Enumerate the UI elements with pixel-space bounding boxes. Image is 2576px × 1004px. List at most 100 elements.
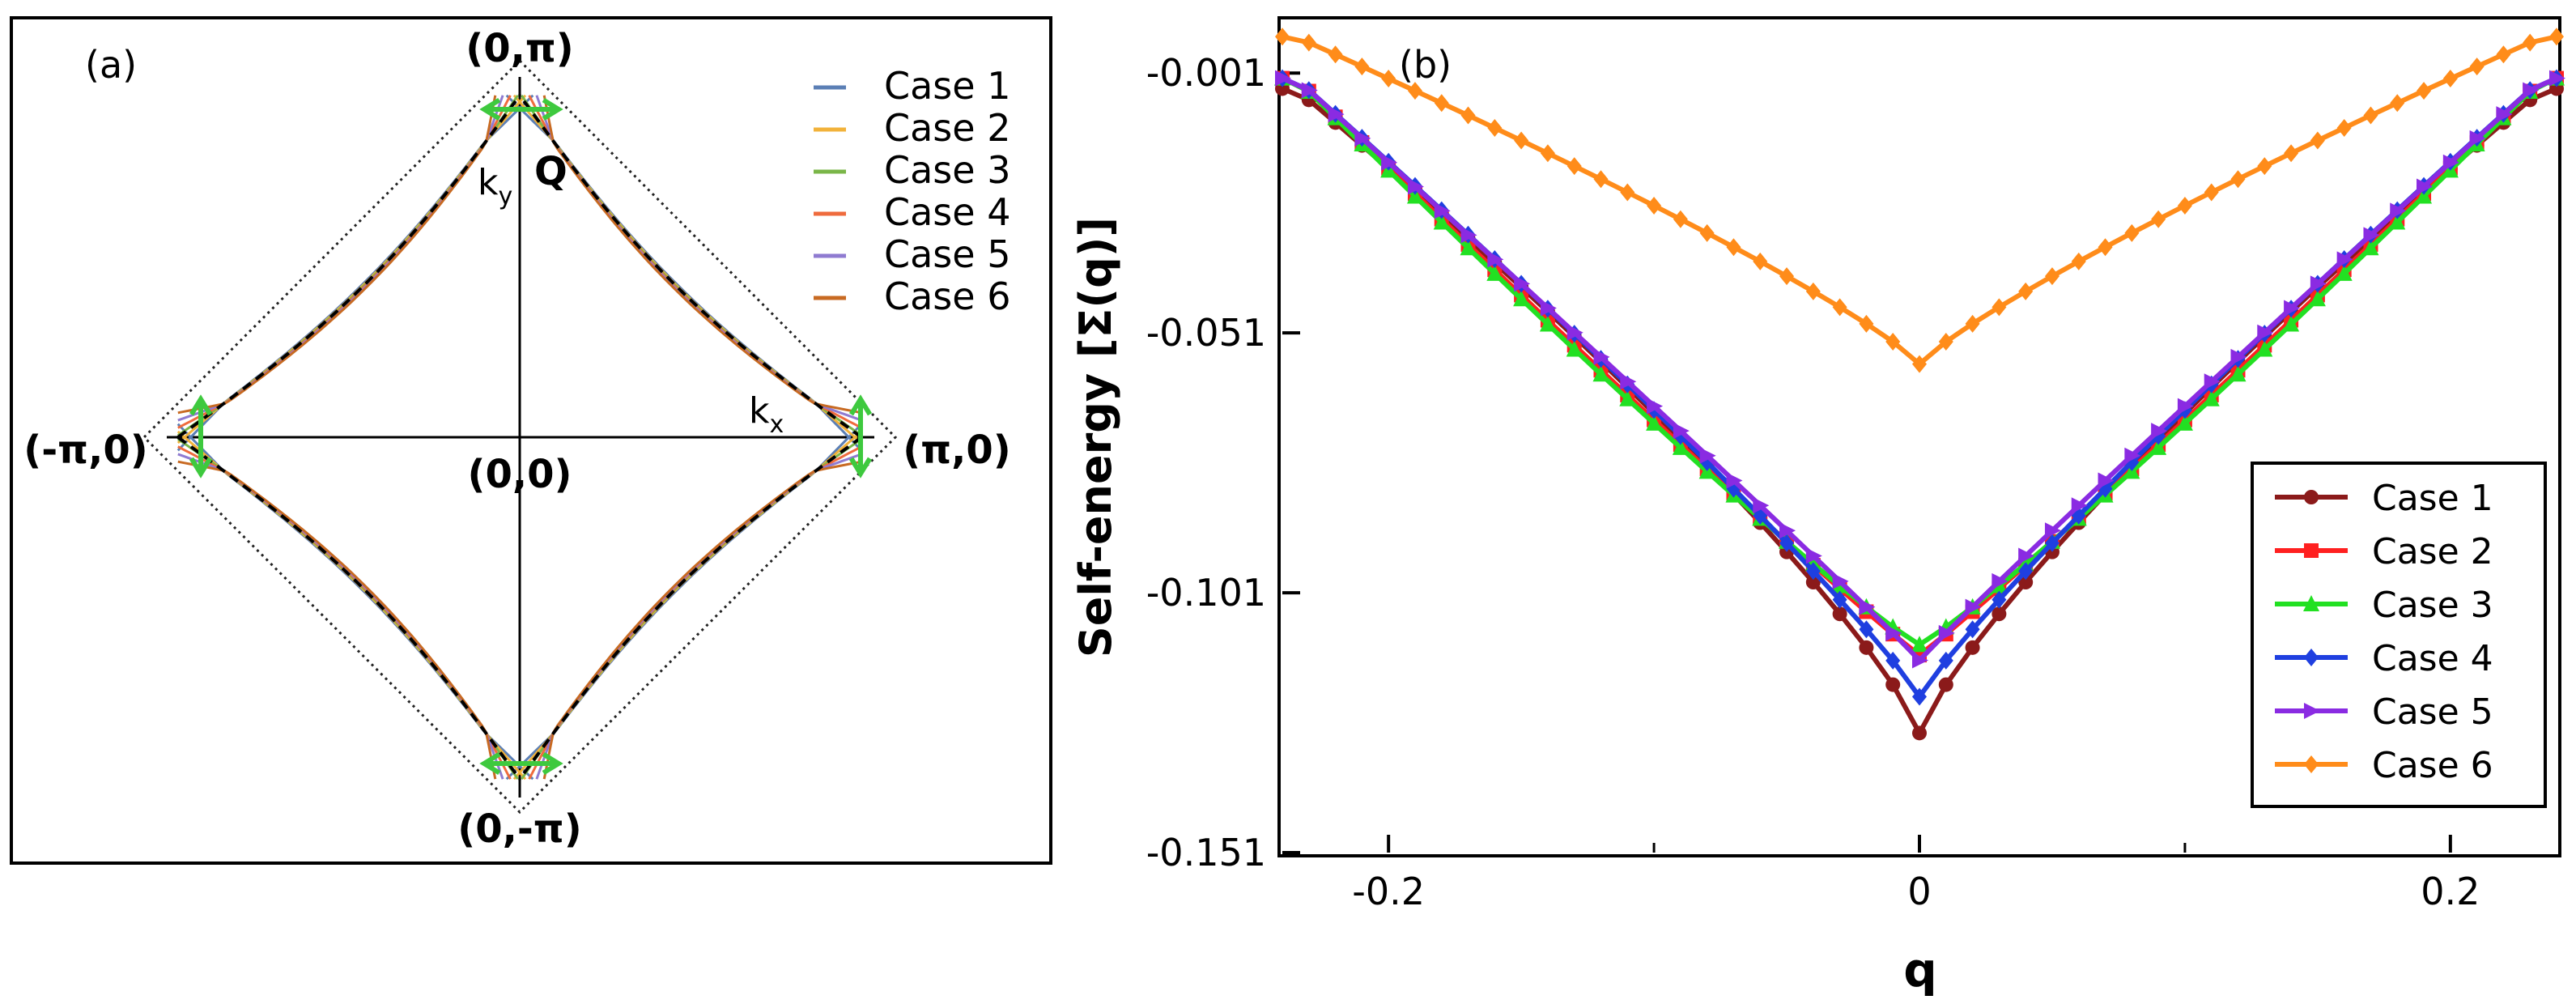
point-case-3-12 (1592, 365, 1609, 382)
reference-curve-quadrant-3 (176, 436, 521, 781)
point-case-1-22 (1859, 640, 1874, 655)
point-case-5-29 (2044, 522, 2061, 539)
point-case-5-30 (2071, 497, 2088, 514)
point-case-5-37 (2257, 324, 2274, 341)
point-case-4-22 (1859, 620, 1874, 639)
point-case-5-33 (2151, 423, 2168, 440)
point-case-6-39 (2310, 131, 2325, 150)
point-case-6-3 (1354, 57, 1370, 76)
point-case-3-40 (2336, 264, 2353, 281)
point-case-3-10 (1539, 315, 1556, 332)
point-case-6-42 (2390, 94, 2405, 113)
point-case-6-18 (1753, 252, 1768, 270)
point-case-3-36 (2230, 365, 2247, 382)
point-case-6-45 (2469, 57, 2485, 76)
point-case-4-23 (1885, 651, 1901, 670)
point-case-5-27 (1992, 572, 2009, 589)
point-case-5-22 (1859, 598, 1876, 615)
legend-b-label-case-5: Case 5 (2372, 691, 2493, 733)
x-tick-label-2: 0.2 (2421, 870, 2480, 913)
panel-b-xlabel: q (1903, 942, 1937, 998)
point-case-3-6 (1433, 213, 1450, 230)
point-case-6-0 (1275, 28, 1290, 46)
point-case-6-37 (2257, 157, 2272, 176)
point-case-1-26 (1965, 640, 1980, 655)
point-case-1-21 (1832, 606, 1847, 622)
legend-a-label-case-3: Case 3 (884, 148, 1010, 192)
legend-b-label-case-4: Case 4 (2372, 638, 2493, 679)
point-case-3-39 (2309, 290, 2326, 307)
point-label-origin: (0,0) (468, 452, 572, 497)
nesting-arrow-bottom (479, 751, 563, 776)
reference-curve-quadrant-1 (518, 94, 863, 439)
point-case-3-24 (1911, 636, 1928, 653)
point-case-6-4 (1381, 70, 1396, 88)
point-case-5-6 (1434, 202, 1451, 219)
nesting-arrow-right (848, 394, 873, 479)
point-case-6-38 (2284, 144, 2299, 163)
point-case-4-27 (1992, 590, 2007, 609)
nesting-vector-label: Q (534, 149, 567, 194)
point-case-6-35 (2204, 183, 2219, 202)
point-case-6-30 (2071, 252, 2086, 270)
point-case-6-21 (1832, 298, 1847, 317)
point-case-3-5 (1406, 187, 1423, 204)
point-case-5-17 (1726, 472, 1743, 489)
point-case-5-38 (2284, 300, 2301, 317)
point-case-5-18 (1753, 497, 1770, 514)
point-case-6-15 (1673, 210, 1688, 228)
point-case-5-42 (2390, 202, 2407, 219)
point-case-3-11 (1566, 340, 1583, 357)
point-case-1-28 (2018, 575, 2034, 590)
point-case-6-24 (1912, 355, 1927, 373)
point-case-6-33 (2151, 210, 2166, 228)
point-case-6-23 (1885, 333, 1901, 351)
point-case-5-40 (2336, 251, 2353, 268)
panel-b-series (1274, 28, 2565, 741)
point-case-4-20 (1805, 562, 1821, 581)
point-case-5-10 (1540, 300, 1557, 317)
point-case-5-4 (1381, 154, 1398, 171)
point-case-6-27 (1992, 298, 2007, 317)
legend-b-box (2251, 462, 2547, 808)
point-case-5-48 (2549, 70, 2565, 87)
point-case-6-25 (1938, 333, 1953, 351)
point-case-3-14 (1646, 414, 1663, 431)
point-case-6-8 (1487, 118, 1503, 137)
y-tick-label-2: -0.101 (1146, 571, 1266, 615)
point-case-6-6 (1434, 94, 1449, 113)
point-label-top: (0,π) (465, 26, 573, 71)
panel-b-axes: -0.001 -0.051 -0.101 -0.151 -0.2 0 0.2 (1146, 51, 2480, 913)
y-tick-label-3: -0.151 (1146, 831, 1266, 874)
point-case-6-28 (2018, 282, 2034, 300)
legend-a-label-case-5: Case 5 (884, 232, 1010, 276)
point-case-6-12 (1593, 170, 1609, 189)
point-case-5-20 (1805, 547, 1822, 564)
point-case-6-9 (1514, 131, 1529, 150)
point-case-4-24 (1912, 687, 1927, 706)
nesting-arrow-left (189, 394, 213, 479)
panel-b-legend: Case 1 Case 2 Case 3 Case 4 Case 5 Case 6 (2251, 462, 2547, 808)
point-case-1-27 (1992, 606, 2007, 622)
legend-b-marker-case-3 (2303, 595, 2319, 611)
point-case-5-47 (2523, 82, 2540, 99)
point-case-6-32 (2124, 223, 2140, 242)
point-case-6-46 (2496, 45, 2511, 64)
point-case-3-41 (2362, 239, 2379, 256)
point-case-6-41 (2363, 106, 2378, 125)
point-case-5-34 (2177, 398, 2194, 415)
point-case-3-15 (1672, 438, 1689, 455)
point-case-6-20 (1805, 282, 1821, 300)
point-case-6-31 (2098, 238, 2113, 257)
panel-b: (b) -0.001 -0.051 -0.101 -0.151 -0.2 0 0.2 q S… (1070, 16, 2565, 998)
point-case-6-17 (1726, 238, 1741, 257)
point-case-6-11 (1566, 157, 1582, 176)
point-case-6-36 (2230, 170, 2246, 189)
point-case-4-21 (1832, 590, 1847, 609)
series-case-5 (1275, 70, 2565, 669)
legend-a-label-case-2: Case 2 (884, 106, 1010, 150)
point-case-6-34 (2177, 197, 2192, 215)
point-case-5-24 (1912, 652, 1928, 669)
series-case-6 (1275, 28, 2564, 373)
legend-b-label-case-6: Case 6 (2372, 745, 2493, 786)
